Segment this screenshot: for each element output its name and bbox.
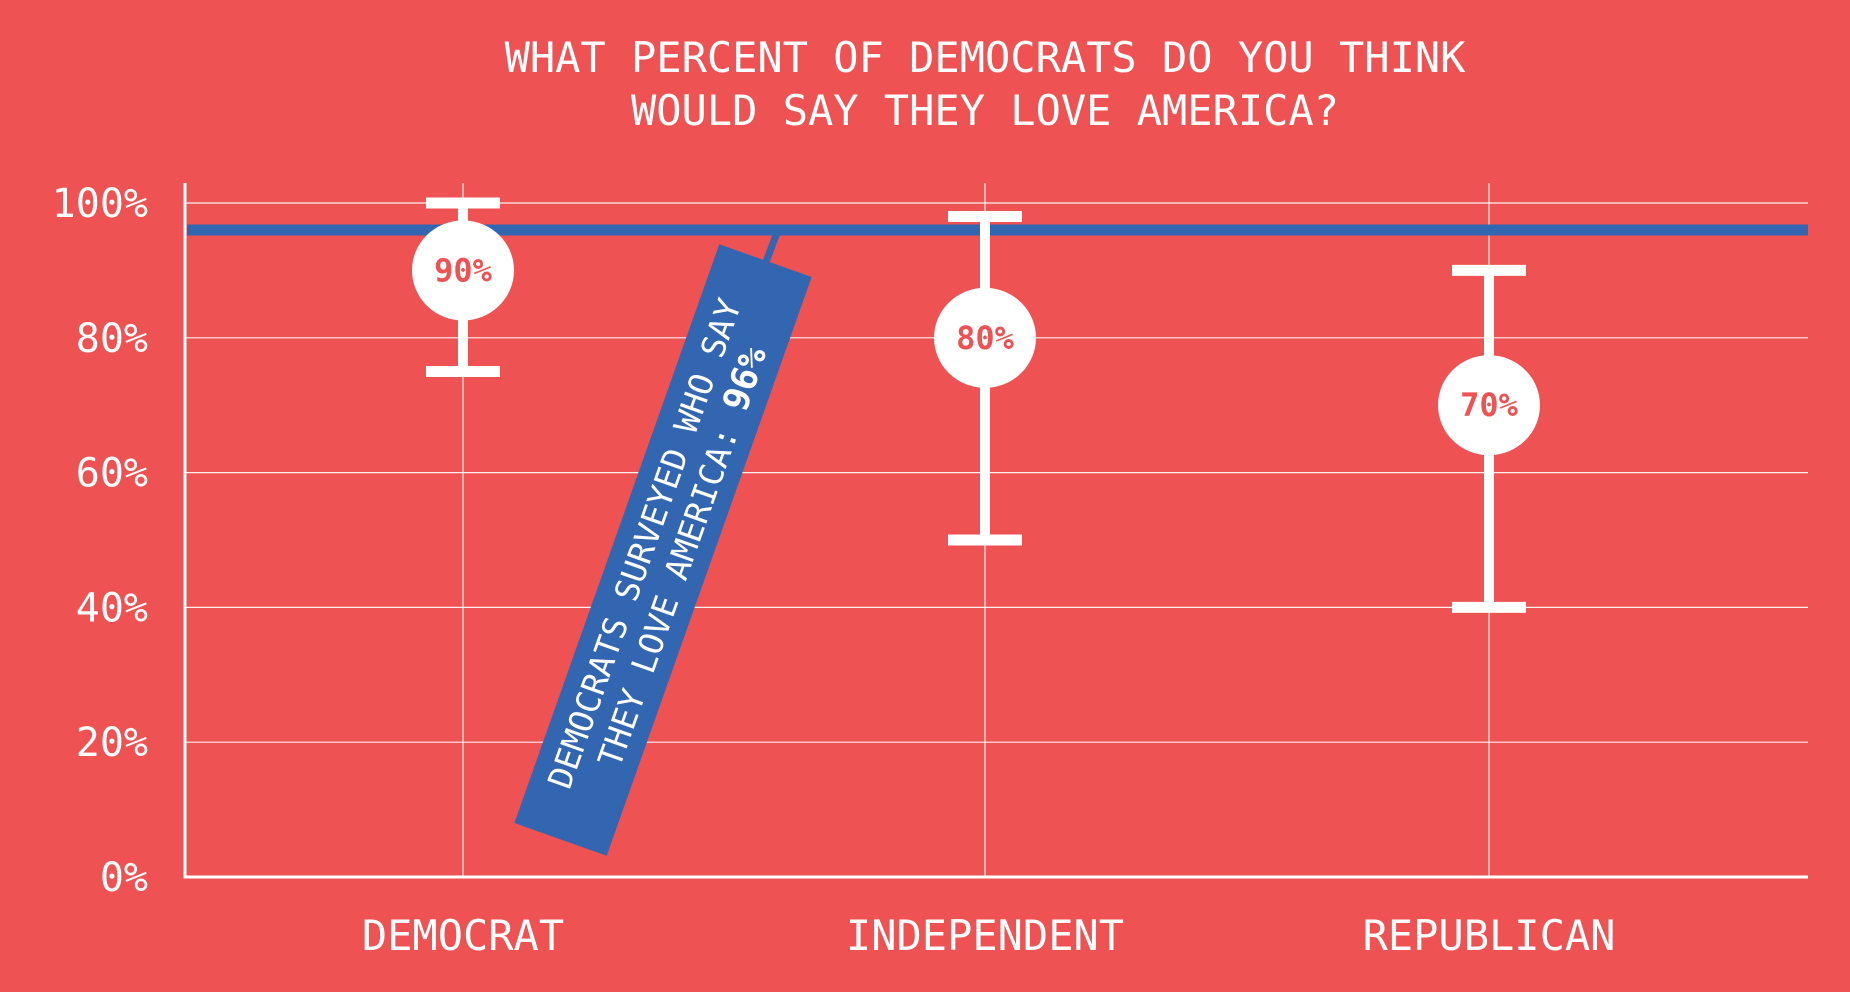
y-tick-label: 60% bbox=[76, 451, 148, 497]
value-point bbox=[412, 220, 514, 321]
error-bar-independent: 80% bbox=[934, 210, 1036, 546]
x-tick-label: REPUBLICAN bbox=[1363, 911, 1616, 960]
y-tick-label: 20% bbox=[76, 720, 148, 766]
y-tick-label: 0% bbox=[100, 855, 148, 901]
chart-title-line-1: WHAT PERCENT OF DEMOCRATS DO YOU THINK bbox=[505, 33, 1467, 82]
value-label: 70% bbox=[1460, 386, 1519, 424]
value-label: 90% bbox=[434, 251, 493, 289]
x-tick-label: INDEPENDENT bbox=[846, 911, 1124, 960]
error-bar-democrat: 90% bbox=[412, 197, 514, 377]
error-bar-republican: 70% bbox=[1438, 264, 1540, 613]
reference-connector bbox=[762, 228, 782, 264]
chart-title-line-2: WOULD SAY THEY LOVE AMERICA? bbox=[631, 86, 1339, 135]
reference-label-box bbox=[514, 244, 812, 856]
y-tick-label: 80% bbox=[76, 316, 148, 362]
y-tick-label: 40% bbox=[76, 585, 148, 631]
value-point bbox=[1438, 355, 1540, 456]
value-label: 80% bbox=[956, 319, 1015, 357]
x-tick-label: DEMOCRAT bbox=[362, 911, 564, 960]
y-tick-label: 100% bbox=[52, 181, 148, 227]
value-point bbox=[934, 287, 1036, 388]
